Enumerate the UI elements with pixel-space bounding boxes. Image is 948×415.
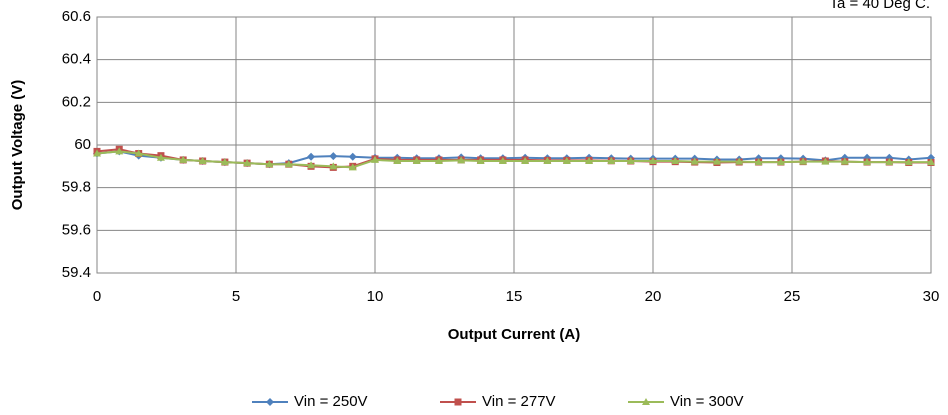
- x-tick-label: 15: [506, 288, 523, 305]
- marker: [307, 161, 316, 169]
- x-tick-label: 20: [645, 288, 662, 305]
- x-tick-label: 0: [93, 288, 101, 305]
- series-line: [96, 150, 931, 169]
- marker: [543, 157, 552, 164]
- marker: [348, 152, 357, 161]
- marker: [521, 157, 530, 164]
- marker: [457, 156, 466, 164]
- marker: [371, 155, 379, 163]
- marker: [821, 157, 830, 165]
- marker: [220, 158, 229, 166]
- marker: [93, 149, 101, 157]
- x-axis-label: Output Current (A): [448, 326, 580, 343]
- marker: [885, 158, 894, 166]
- marker: [243, 159, 252, 167]
- marker: [671, 157, 680, 164]
- marker: [498, 157, 507, 164]
- marker: [735, 157, 744, 165]
- marker: [476, 157, 485, 164]
- marker: [626, 157, 635, 164]
- marker: [649, 157, 657, 164]
- marker: [266, 398, 274, 406]
- marker: [863, 158, 872, 166]
- legend-label: Vin = 277V: [482, 393, 556, 410]
- marker: [115, 147, 124, 155]
- x-tick-label: 5: [232, 288, 240, 305]
- marker: [454, 398, 462, 406]
- marker: [904, 158, 913, 166]
- marker: [754, 158, 763, 166]
- marker: [134, 149, 143, 157]
- legend-label: Vin = 250V: [294, 393, 368, 410]
- marker: [799, 157, 808, 165]
- marker: [329, 162, 338, 170]
- marker: [776, 158, 785, 166]
- marker: [585, 157, 594, 164]
- marker: [434, 157, 443, 164]
- marker: [198, 157, 207, 164]
- marker: [690, 157, 699, 165]
- annotation: Ta = 40 Deg C.: [830, 0, 930, 12]
- y-tick-label: 60.4: [62, 51, 91, 68]
- marker: [412, 157, 421, 164]
- y-tick-label: 59.6: [62, 221, 91, 238]
- marker: [712, 157, 721, 165]
- y-axis-label: Output Voltage (V): [9, 80, 26, 211]
- x-tick-label: 25: [784, 288, 801, 305]
- x-tick-label: 10: [367, 288, 384, 305]
- marker: [642, 398, 650, 405]
- y-tick-label: 60.2: [62, 93, 91, 110]
- y-tick-label: 59.8: [62, 179, 91, 196]
- marker: [840, 157, 849, 165]
- y-tick-label: 60: [74, 136, 91, 153]
- y-tick-label: 59.4: [62, 264, 91, 281]
- marker: [329, 152, 338, 161]
- y-tick-label: 60.6: [62, 8, 91, 25]
- legend-label: Vin = 300V: [670, 393, 744, 410]
- marker: [307, 152, 316, 161]
- marker: [927, 158, 935, 166]
- marker: [265, 160, 274, 168]
- marker: [284, 160, 293, 168]
- marker: [607, 157, 616, 164]
- marker: [156, 153, 165, 161]
- x-tick-label: 30: [923, 288, 940, 305]
- marker: [179, 155, 188, 163]
- marker: [562, 157, 571, 164]
- marker: [393, 157, 402, 164]
- marker: [348, 163, 357, 171]
- plot-border: [96, 16, 932, 274]
